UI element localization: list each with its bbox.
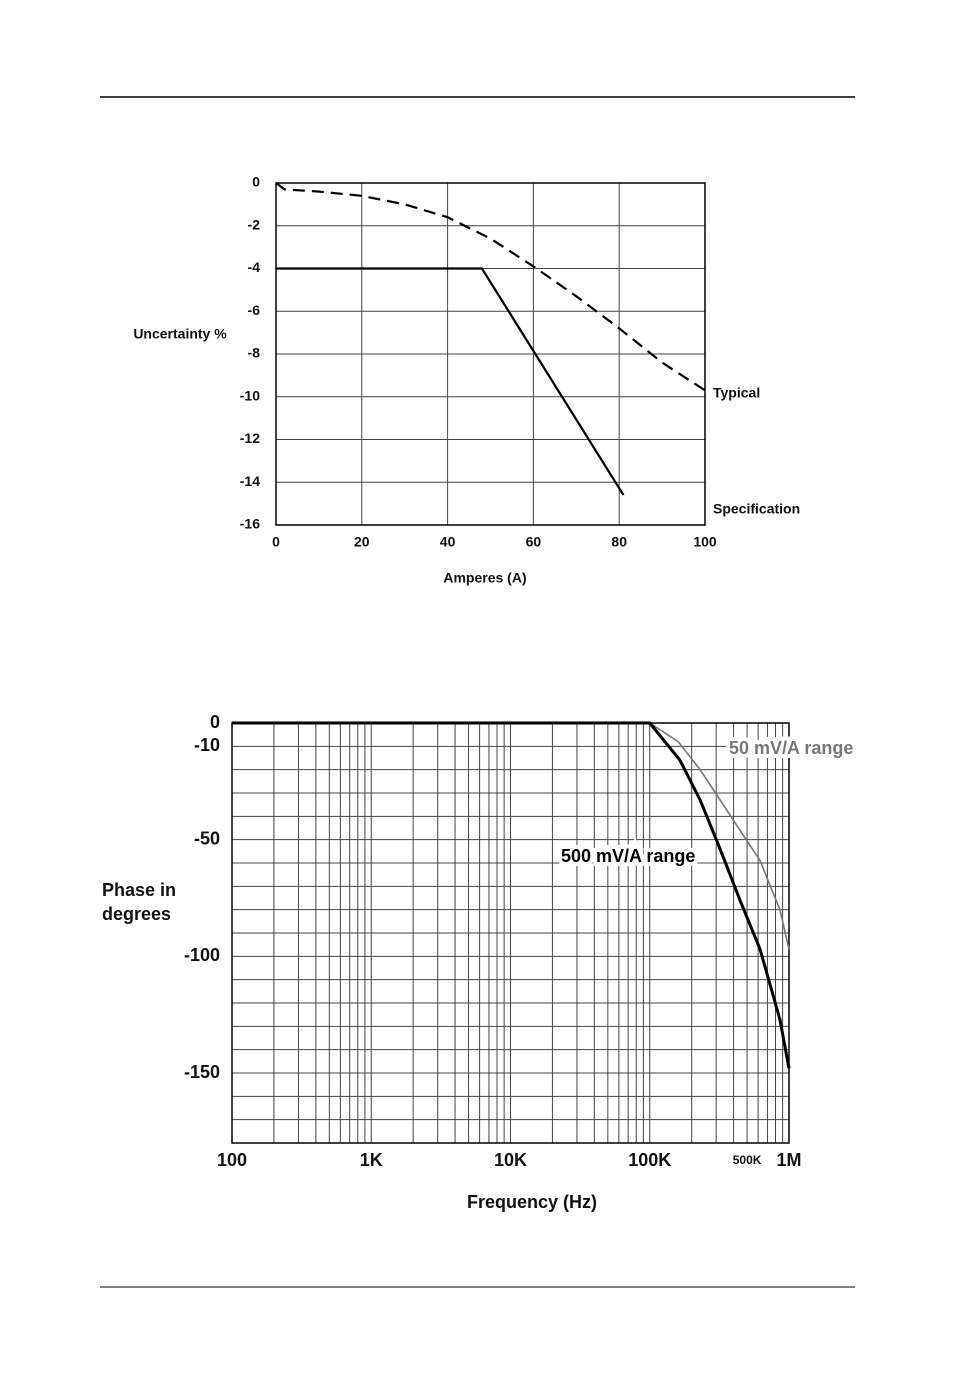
y-tick-label: -14 — [240, 473, 260, 489]
series-label: Specification — [713, 501, 800, 517]
x-tick-label: 1K — [360, 1150, 383, 1170]
uncertainty-chart: 0 -2 -4 -6 -8 -10 -12 -14 -16 0 20 40 60 80 100 Amperes… — [133, 174, 800, 586]
x-axis-label: Frequency (Hz) — [467, 1192, 597, 1212]
x-tick-label: 100K — [628, 1150, 671, 1170]
x-tick-label: 100 — [693, 534, 717, 550]
y-tick-label: -2 — [248, 216, 261, 232]
series-label: 500 mV/A range — [561, 846, 695, 866]
x-tick-label: 40 — [440, 534, 456, 550]
y-tick-label: -150 — [184, 1062, 220, 1082]
y-axis-label: degrees — [102, 904, 171, 924]
y-axis-label: Phase in — [102, 880, 176, 900]
x-tick-label: 100 — [217, 1150, 247, 1170]
x-tick-label: 80 — [611, 534, 627, 550]
series-label: Typical — [713, 385, 760, 401]
series-line — [232, 722, 790, 950]
y-tick-label: -10 — [240, 387, 260, 403]
y-tick-label: -8 — [248, 345, 261, 361]
phase-chart: 0 -10 -50 -100 -150 100 1K 10K 100K 500K 1M Frequen… — [102, 712, 857, 1212]
series-line — [275, 182, 706, 392]
x-tick-label: 20 — [354, 534, 370, 550]
x-tick-label: 10K — [494, 1150, 527, 1170]
x-tick-label: 0 — [272, 534, 280, 550]
x-tick-label: 60 — [526, 534, 542, 550]
y-tick-label: 0 — [252, 174, 260, 190]
x-tick-label: 500K — [733, 1153, 762, 1167]
x-axis-label: Amperes (A) — [443, 570, 526, 586]
y-tick-label: -6 — [248, 302, 261, 318]
series-line — [276, 267, 625, 496]
series-line — [232, 721, 791, 1069]
y-tick-label: -10 — [194, 735, 220, 755]
series-label: 50 mV/A range — [729, 738, 853, 758]
y-tick-label: -4 — [248, 259, 261, 275]
y-tick-label: -50 — [194, 828, 220, 848]
y-tick-label: -12 — [240, 430, 260, 446]
y-axis-label: Uncertainty % — [133, 326, 227, 342]
y-tick-label: 0 — [210, 712, 220, 732]
y-tick-label: -16 — [240, 516, 260, 532]
y-tick-label: -100 — [184, 945, 220, 965]
plot-frame — [275, 182, 706, 526]
x-tick-label: 1M — [776, 1150, 801, 1170]
